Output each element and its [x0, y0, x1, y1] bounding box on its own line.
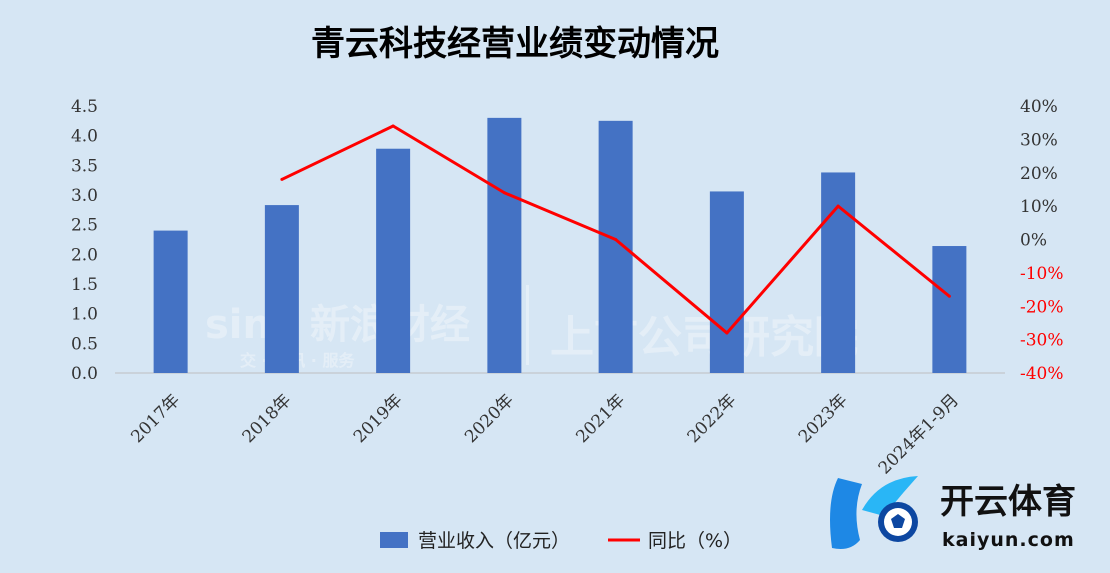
line-point	[614, 238, 618, 241]
kaiyun-k-icon	[830, 476, 918, 549]
x-tick-label: 2020年	[461, 390, 518, 447]
x-tick-label: 2021年	[572, 390, 629, 447]
right-tick-label: -20%	[1020, 297, 1064, 317]
chart-title: 青云科技经营业绩变动情况	[311, 24, 719, 64]
right-axis: -40% -30% -20% -10% 0% 10% 20% 30% 40%	[1020, 97, 1064, 384]
line-point	[725, 331, 729, 335]
bar	[821, 172, 856, 373]
right-tick-label: 0%	[1020, 231, 1047, 251]
right-tick-label: 40%	[1020, 97, 1058, 117]
x-tick-label: 2022年	[684, 390, 741, 447]
x-axis: 2017年 2018年 2019年 2020年 2021年 2022年 2023年 2024年…	[127, 390, 963, 478]
legend-bar-label: 营业收入（亿元）	[418, 530, 570, 552]
line-series	[280, 124, 951, 335]
x-tick-label: 2019年	[350, 390, 407, 447]
right-tick-label: 10%	[1020, 197, 1058, 217]
left-axis: 0.0 0.5 1.0 1.5 2.0 2.5 3.0 3.5 4.0 4.5	[71, 97, 98, 384]
bar	[487, 117, 522, 373]
bar	[709, 191, 744, 373]
line-point	[836, 204, 840, 208]
line-point	[280, 177, 284, 181]
right-tick-label: 20%	[1020, 164, 1058, 184]
left-tick-label: 0.0	[71, 364, 98, 384]
right-tick-label: -10%	[1020, 264, 1064, 284]
left-tick-label: 3.0	[71, 186, 98, 206]
brand-domain: kaiyun.com	[942, 529, 1075, 551]
left-tick-label: 2.5	[71, 216, 98, 236]
right-tick-label: -40%	[1020, 364, 1064, 384]
watermark-text-2: 上市公司研究院	[550, 312, 858, 363]
left-tick-label: 2.0	[71, 245, 98, 265]
bar	[264, 205, 299, 373]
brand-logo: 开云体育 kaiyun.com	[830, 476, 1076, 551]
bar	[153, 230, 188, 373]
bar	[932, 246, 967, 373]
left-tick-label: 0.5	[71, 334, 98, 354]
line-point	[502, 191, 506, 195]
legend: 营业收入（亿元） 同比（%）	[380, 530, 742, 552]
left-tick-label: 1.0	[71, 305, 98, 325]
x-tick-label: 2024年1-9月	[875, 390, 963, 478]
line-point	[391, 124, 395, 128]
right-tick-label: 30%	[1020, 130, 1058, 150]
left-tick-label: 4.5	[71, 97, 98, 117]
x-tick-label: 2018年	[239, 390, 296, 447]
left-tick-label: 4.0	[71, 127, 98, 147]
legend-line-label: 同比（%）	[648, 530, 742, 552]
x-tick-label: 2017年	[127, 390, 184, 447]
left-tick-label: 1.5	[71, 275, 98, 295]
left-tick-label: 3.5	[71, 156, 98, 176]
right-tick-label: -30%	[1020, 331, 1064, 351]
watermark: sina 新浪财经 交 · 资讯 · 服务 上市公司研究院	[205, 285, 858, 370]
bar	[598, 120, 633, 373]
bar	[376, 148, 411, 373]
bar-series	[153, 117, 967, 373]
legend-bar-swatch	[380, 532, 408, 548]
x-tick-label: 2023年	[795, 390, 852, 447]
line-point	[947, 294, 951, 298]
watermark-divider	[526, 285, 529, 365]
brand-name: 开云体育	[940, 482, 1076, 522]
